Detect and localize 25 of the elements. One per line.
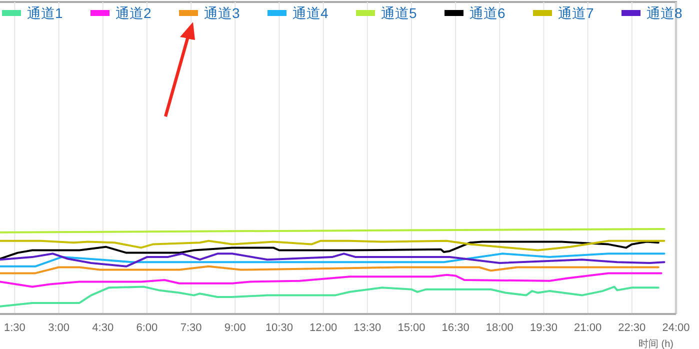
x-tick-label: 6:00	[136, 322, 158, 334]
x-tick-label: 15:00	[398, 322, 426, 334]
x-tick-label: 9:00	[224, 322, 246, 334]
legend-label: 通道6	[470, 5, 506, 21]
x-tick-label: 16:30	[442, 322, 470, 334]
x-tick-label: 3:00	[48, 322, 70, 334]
legend-label: 通道5	[381, 5, 417, 21]
x-tick-label: 19:30	[530, 322, 558, 334]
legend-label: 通道8	[646, 5, 682, 21]
legend-label: 通道7	[558, 5, 594, 21]
legend-label: 通道2	[116, 5, 152, 21]
x-tick-label: 12:00	[310, 322, 338, 334]
x-tick-label: 7:30	[180, 322, 202, 334]
x-tick-label: 21:00	[574, 322, 602, 334]
x-tick-label: 22:30	[618, 322, 646, 334]
x-tick-label: 24:00	[662, 322, 690, 334]
legend-label: 通道4	[292, 5, 328, 21]
x-tick-label: 13:30	[354, 322, 382, 334]
legend-label: 通道1	[27, 5, 63, 21]
x-tick-label: 1:30	[4, 322, 26, 334]
x-tick-label: 10:30	[265, 322, 293, 334]
x-tick-label: 4:30	[92, 322, 114, 334]
x-tick-label: 18:00	[486, 322, 514, 334]
legend-label: 通道3	[204, 5, 240, 21]
x-axis-title: 时间 (h)	[638, 338, 674, 349]
